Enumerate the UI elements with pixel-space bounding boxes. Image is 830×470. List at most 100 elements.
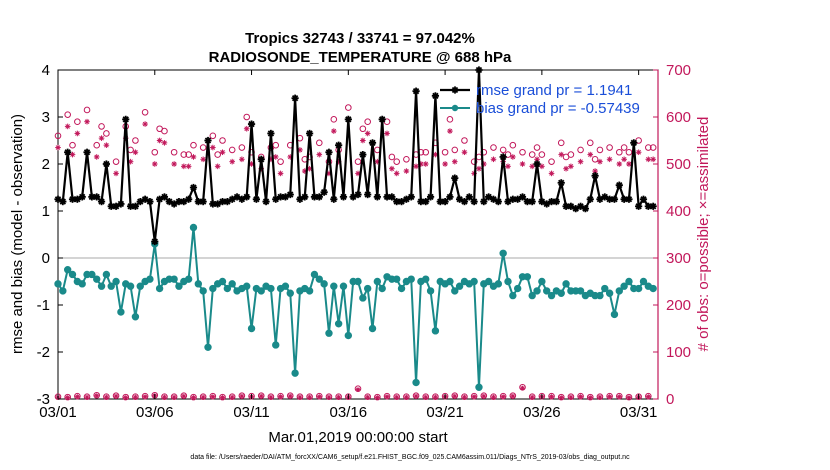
x-tick-label: 03/11 [233, 404, 269, 421]
bias-point [368, 324, 377, 333]
obs-assimilated-point [214, 163, 221, 170]
obs-assimilated-low-point [471, 394, 477, 400]
rmse-point [243, 193, 251, 201]
obs-possible-point [548, 158, 555, 165]
obs-assimilated-low-point [578, 394, 583, 400]
obs-assimilated-low-point [597, 394, 603, 400]
chart-subtitle: RADIOSONDE_TEMPERATURE @ 688 hPa [209, 49, 512, 66]
obs-possible-point [591, 156, 599, 163]
obs-assimilated-point [200, 156, 206, 163]
y-tick-label-right: 700 [666, 62, 691, 79]
bias-point [209, 284, 217, 293]
obs-assimilated-low-point [133, 394, 138, 400]
obs-assimilated-point [98, 135, 105, 141]
obs-assimilated-low-point [278, 394, 283, 400]
legend-rmse-label: rmse grand pr = 1.1941 [476, 82, 632, 99]
obs-assimilated-point [113, 170, 119, 177]
obs-possible-point [219, 137, 226, 144]
obs-assimilated-point [185, 163, 192, 170]
obs-assimilated-low-point [491, 394, 496, 400]
bias-point [54, 280, 62, 288]
obs-possible-point [345, 104, 352, 111]
y-tick-label-left: -3 [37, 391, 50, 408]
bias-point [131, 313, 140, 321]
y-tick-label-right: 600 [666, 109, 691, 126]
bias-point [634, 284, 643, 293]
y-tick-label-left: 3 [42, 109, 50, 126]
y-tick-label-right: 100 [666, 344, 691, 361]
obs-assimilated-point [156, 137, 163, 144]
y-tick-label-right: 400 [666, 203, 691, 220]
obs-assimilated-low-point [394, 394, 400, 400]
rmse-point [146, 198, 154, 206]
obs-assimilated-low-point [403, 394, 409, 400]
rmse-point [247, 120, 256, 128]
bias-point [407, 275, 415, 283]
obs-assimilated-low-point [171, 394, 177, 400]
bias-point [615, 287, 623, 295]
rmse-point [373, 193, 381, 201]
bias-point [639, 277, 648, 286]
rmse-point [315, 193, 323, 201]
obs-possible-point [606, 144, 613, 151]
obs-assimilated-low-point [481, 393, 487, 399]
rmse-point [422, 198, 430, 206]
obs-assimilated-point [142, 121, 148, 127]
obs-possible-point [533, 144, 541, 151]
obs-assimilated-point [626, 161, 632, 167]
y-tick-label-right: 0 [666, 391, 674, 408]
bias-point [373, 277, 382, 286]
rmse-point [131, 202, 140, 210]
rmse-point [470, 198, 478, 206]
rmse-point [451, 174, 459, 182]
obs-possible-point [74, 118, 81, 125]
obs-possible-point [586, 139, 594, 147]
rmse-point [412, 87, 420, 95]
rmse-point [446, 193, 454, 201]
rmse-point [368, 139, 377, 147]
obs-assimilated-low-point [355, 387, 361, 392]
obs-possible-point [98, 123, 105, 130]
bias-point [576, 287, 585, 295]
obs-assimilated-point [597, 158, 603, 165]
rmse-point [397, 198, 406, 206]
rmse-point [610, 195, 619, 203]
y-tick-label-left: 2 [42, 156, 50, 173]
x-tick-label: 03/06 [136, 404, 174, 421]
obs-assimilated-point [229, 158, 235, 165]
y-tick-label-right: 200 [666, 297, 691, 314]
rmse-point [625, 195, 633, 203]
bias-point [494, 280, 503, 288]
rmse-point [83, 148, 91, 156]
obs-possible-point [180, 151, 188, 158]
obs-assimilated-low-point [229, 394, 235, 400]
rmse-point [581, 205, 590, 213]
bias-point [475, 383, 483, 391]
obs-assimilated-low-point [268, 394, 274, 400]
rmse-point [480, 198, 488, 206]
obs-assimilated-point [606, 156, 613, 163]
rmse-point [475, 66, 483, 74]
obs-assimilated-low-point [94, 393, 100, 399]
rmse-point [615, 181, 623, 189]
obs-assimilated-point [413, 163, 419, 170]
rmse-point [557, 179, 565, 187]
obs-assimilated-point [447, 128, 453, 134]
obs-possible-point [190, 141, 197, 149]
y-tick-label-left: -2 [37, 344, 50, 361]
obs-assimilated-low-point [645, 394, 651, 400]
rmse-point [339, 193, 348, 201]
bias-point [533, 287, 541, 295]
bias-point [499, 249, 507, 258]
bias-point [378, 284, 386, 293]
obs-possible-point [93, 141, 101, 149]
bias-point [538, 277, 546, 286]
rmse-point [441, 198, 449, 206]
obs-assimilated-point [616, 161, 623, 167]
bias-point [470, 277, 478, 286]
obs-assimilated-point [55, 144, 61, 151]
bias-point [107, 282, 115, 290]
obs-possible-point [557, 139, 565, 147]
obs-assimilated-point [510, 154, 516, 160]
rmse-point [518, 193, 527, 201]
